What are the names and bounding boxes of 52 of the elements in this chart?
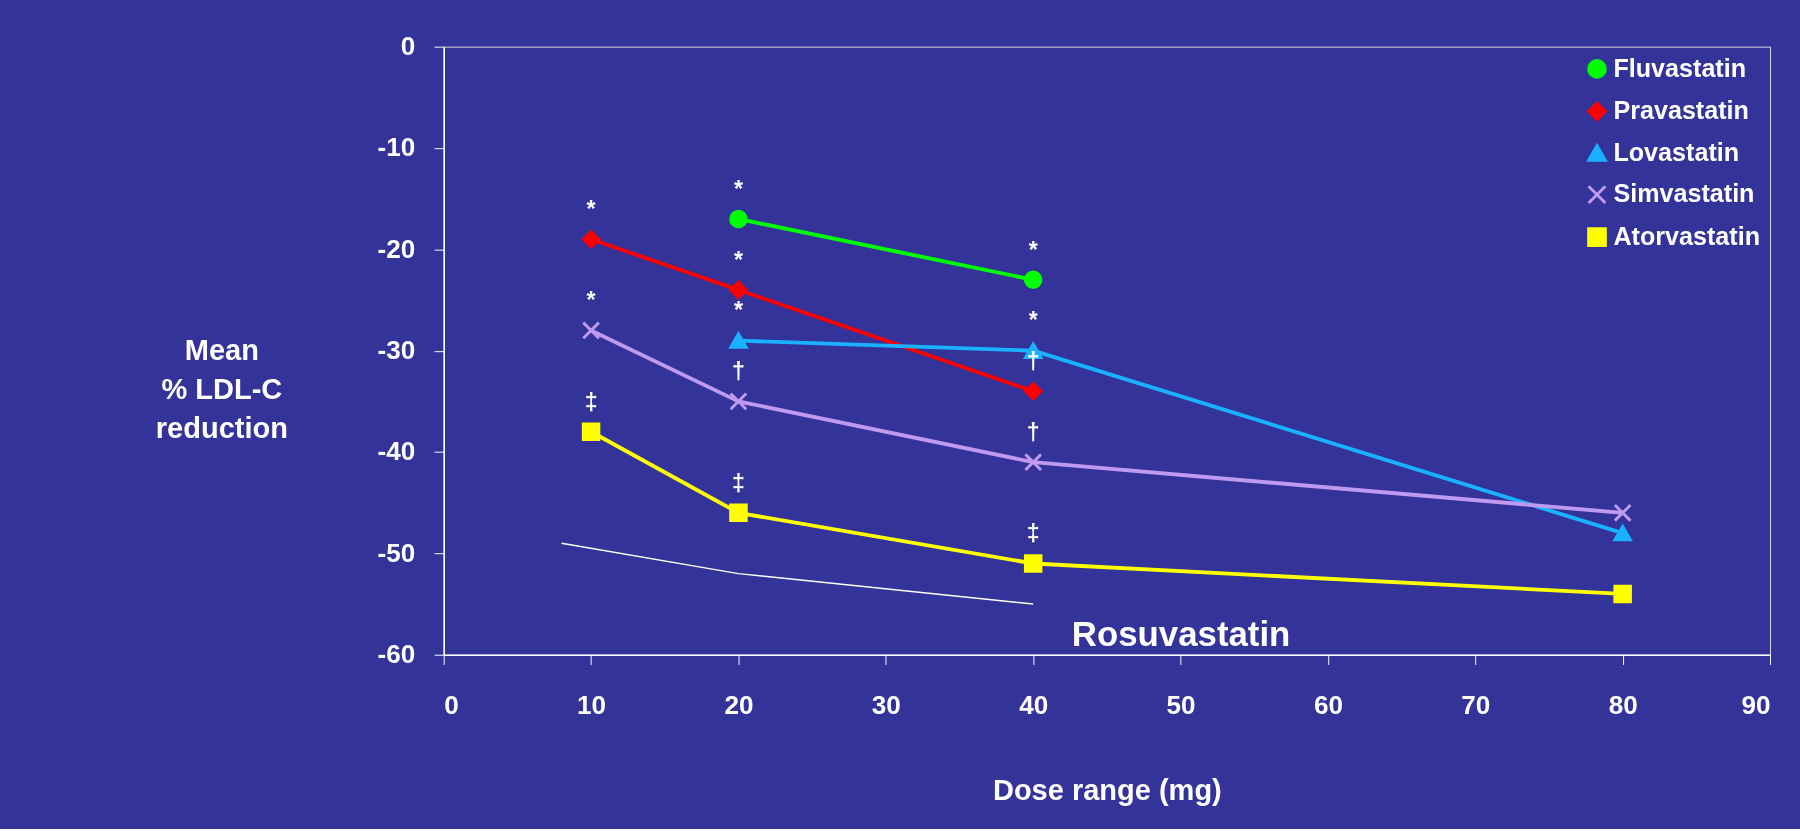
x-tick-label: 50	[1166, 690, 1196, 721]
annotation: ‡	[1026, 520, 1040, 547]
point	[1023, 381, 1043, 401]
y-tick-label: -60	[377, 638, 416, 669]
x-tick-label: 80	[1608, 690, 1638, 721]
x-tick-label: 60	[1313, 690, 1343, 721]
point	[729, 392, 748, 411]
x-tick-label: 30	[871, 690, 901, 721]
x-tick-label: 70	[1461, 690, 1491, 721]
x-tick-label: 90	[1741, 690, 1771, 721]
legend-label: Atorvastatin	[1613, 221, 1761, 250]
y-axis-title: Mean % LDL-C reduction	[155, 334, 288, 444]
point	[729, 503, 748, 523]
x-tick-label: 20	[724, 690, 754, 721]
annotation: *	[733, 175, 743, 202]
y-tick-label: 0	[400, 30, 416, 61]
legend-label: Simvastatin	[1613, 179, 1755, 208]
annotation: ‡	[732, 469, 745, 496]
series-label: Rosuvastatin	[1071, 613, 1291, 653]
annotation: †	[732, 358, 745, 385]
y-tick-label: -30	[377, 334, 416, 365]
annotation: †	[1026, 418, 1040, 445]
legend-label: Lovastatin	[1613, 137, 1740, 166]
point	[729, 332, 748, 349]
point	[729, 280, 748, 300]
annotation: ‡	[584, 388, 598, 415]
point	[581, 229, 601, 249]
point	[1023, 452, 1043, 472]
y-tick-label: -40	[377, 436, 416, 467]
legend-label: Fluvastatin	[1613, 53, 1747, 82]
x-tick-label: 40	[1019, 690, 1049, 721]
point	[581, 422, 601, 442]
y-tick-label: -50	[377, 537, 416, 568]
annotation: *	[733, 246, 743, 273]
annotation: *	[1028, 236, 1038, 263]
legend-label: Pravastatin	[1613, 96, 1749, 125]
point	[1613, 524, 1632, 542]
annotation: *	[733, 297, 743, 324]
point	[729, 209, 748, 229]
point	[1023, 270, 1043, 289]
x-tick-label: 10	[577, 690, 607, 721]
point	[1613, 503, 1632, 523]
x-tick-label: 0	[444, 690, 459, 721]
annotation: *	[1028, 307, 1038, 334]
point	[581, 321, 601, 340]
x-axis-title: Dose range (mg)	[992, 774, 1222, 807]
annotation: *	[586, 195, 596, 222]
point	[1023, 554, 1043, 573]
point	[1613, 584, 1632, 604]
y-tick-label: -10	[377, 132, 416, 163]
annotation: *	[586, 287, 596, 314]
y-tick-label: -20	[377, 233, 416, 264]
